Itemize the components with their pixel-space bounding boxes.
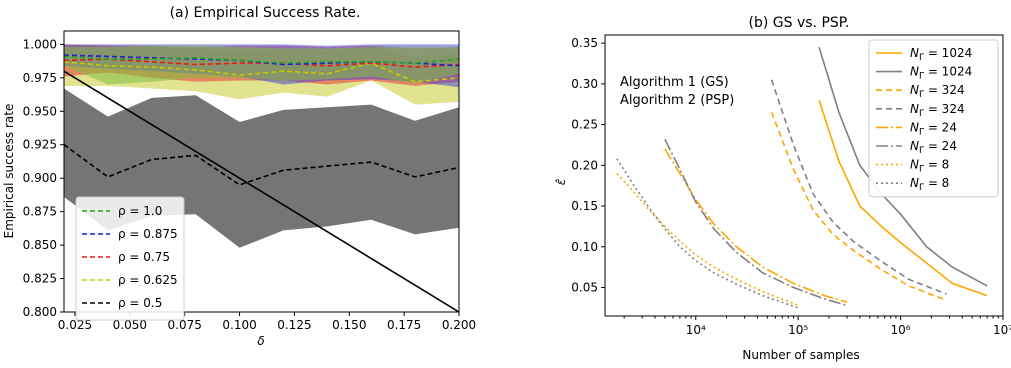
panel-b-chart: (b) GS vs. PSP. 10⁴ 10⁵ 10⁶ 10⁷ 0.05 0.10 0.15… xyxy=(554,15,1011,362)
x-tick-label: 10⁴ xyxy=(686,323,706,337)
legend-label-6: NΓ = 8 xyxy=(910,158,949,175)
panel-a-lines xyxy=(64,54,459,312)
panel-b-axes: 10⁴ 10⁵ 10⁶ 10⁷ 0.05 0.10 0.15 0.20 0.25 0.30 0.35 xyxy=(571,36,1011,337)
x-tick-label: 0.100 xyxy=(222,318,256,332)
y-tick-label: 0.950 xyxy=(23,104,57,118)
legend-box xyxy=(868,39,999,198)
y-tick-label: 0.900 xyxy=(23,171,57,185)
y-tick-label: 0.05 xyxy=(571,280,598,294)
series-line-4 xyxy=(664,148,848,303)
legend-label-r625: ρ = 0.625 xyxy=(118,273,178,287)
legend-label-0: NΓ = 1024 xyxy=(910,46,972,63)
legend-label-1: NΓ = 1024 xyxy=(910,65,972,82)
x-tick-label: 0.025 xyxy=(58,318,92,332)
y-tick-label: 0.35 xyxy=(571,36,598,50)
legend-box xyxy=(75,196,185,321)
series-line-7 xyxy=(616,158,799,309)
annotation-gs: Algorithm 1 (GS) xyxy=(620,75,729,90)
panel-a-chart: (a) Empirical Success Rate. 0.025 0.050 0.… xyxy=(2,5,476,348)
series-line-0 xyxy=(818,99,988,297)
x-tick-label: 0.150 xyxy=(332,318,366,332)
x-tick-label: 0.175 xyxy=(387,318,421,332)
line-r1 xyxy=(64,55,459,64)
y-tick-label: 0.875 xyxy=(23,205,57,219)
panel-a-title: (a) Empirical Success Rate. xyxy=(170,5,361,21)
y-tick-label: 0.25 xyxy=(571,118,598,132)
x-tick-label: 10⁷ xyxy=(993,323,1011,337)
y-tick-label: 0.925 xyxy=(23,138,57,152)
x-tick-label: 0.075 xyxy=(168,318,202,332)
line-r75 xyxy=(64,58,459,68)
line-r625 xyxy=(64,61,459,83)
legend-label-r5: ρ = 0.5 xyxy=(118,296,162,310)
series-line-5 xyxy=(664,138,848,307)
legend-label-2: NΓ = 324 xyxy=(910,83,965,100)
series-line-1 xyxy=(818,46,988,287)
panel-a-legend: ρ = 1.0 ρ = 0.875 ρ = 0.75 ρ = 0.625 ρ = 0.5 xyxy=(75,196,185,321)
panel-b-y-label: ε̂ xyxy=(554,178,568,185)
legend-label-4: NΓ = 24 xyxy=(910,120,957,137)
y-tick-label: 0.30 xyxy=(571,77,598,91)
annotation-psp: Algorithm 2 (PSP) xyxy=(620,93,734,108)
y-tick-label: 0.800 xyxy=(23,305,57,319)
reference-line xyxy=(64,70,459,312)
panel-a-axes: 0.025 0.050 0.075 0.100 0.125 0.150 0.175 0.200… xyxy=(23,37,477,332)
x-tick-label: 0.125 xyxy=(277,318,311,332)
x-tick-label: 0.050 xyxy=(113,318,147,332)
y-tick-label: 0.850 xyxy=(23,238,57,252)
panel-a-frame xyxy=(63,30,460,313)
legend-label-7: NΓ = 8 xyxy=(910,176,949,193)
y-tick-label: 1.000 xyxy=(23,37,57,51)
x-tick-label: 10⁵ xyxy=(788,323,808,337)
series-line-6 xyxy=(616,172,799,307)
y-tick-label: 0.10 xyxy=(571,240,598,254)
panel-b-title: (b) GS vs. PSP. xyxy=(749,15,850,31)
y-tick-label: 0.825 xyxy=(23,272,57,286)
legend-label-r1: ρ = 1.0 xyxy=(118,204,162,218)
series-line-2 xyxy=(770,112,944,300)
y-tick-label: 0.20 xyxy=(571,158,598,172)
legend-label-3: NΓ = 324 xyxy=(910,102,965,119)
series-line-3 xyxy=(770,79,947,295)
panel-b-x-label: Number of samples xyxy=(742,348,859,362)
panel-a-y-label: Empirical success rate xyxy=(2,104,16,239)
panel-b-frame xyxy=(604,34,1004,317)
x-tick-label: 0.200 xyxy=(442,318,476,332)
legend-label-r75: ρ = 0.75 xyxy=(118,250,170,264)
panel-b-lines xyxy=(616,46,988,309)
legend-label-5: NΓ = 24 xyxy=(910,139,957,156)
y-tick-label: 0.15 xyxy=(571,199,598,213)
x-tick-label: 10⁶ xyxy=(891,323,911,337)
panel-a-x-label: δ xyxy=(257,334,264,348)
band-r1 xyxy=(64,45,459,85)
y-tick-label: 0.975 xyxy=(23,71,57,85)
line-r5 xyxy=(64,144,459,186)
legend-label-r875: ρ = 0.875 xyxy=(118,227,178,241)
